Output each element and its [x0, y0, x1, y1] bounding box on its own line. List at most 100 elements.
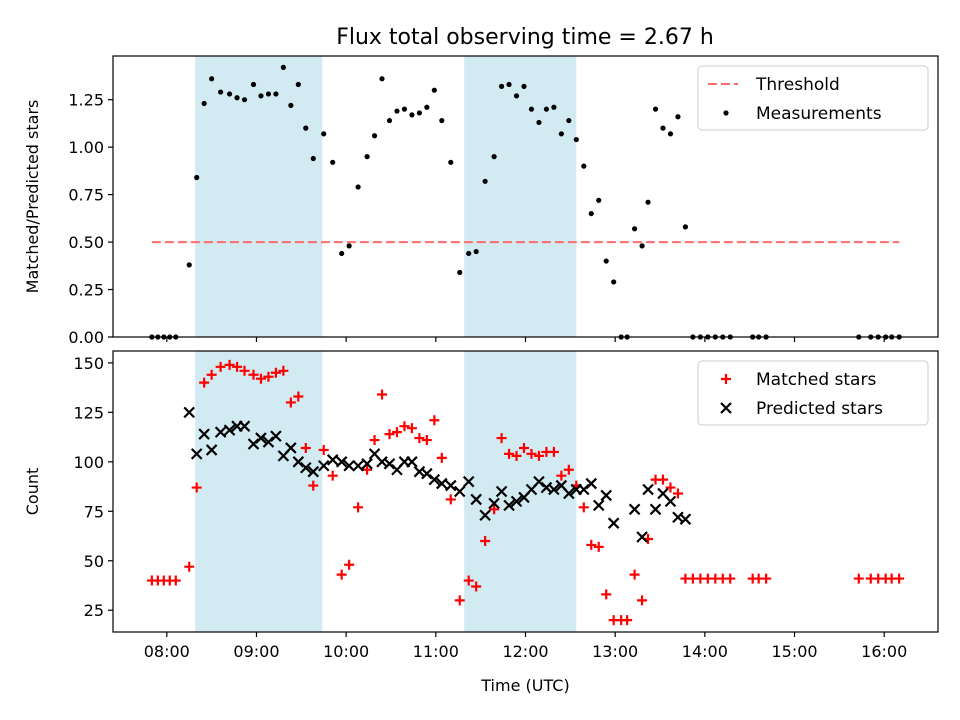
data-point [232, 361, 243, 372]
y-tick-label: 100 [73, 453, 104, 472]
data-point [209, 76, 215, 82]
data-point [636, 531, 648, 543]
observing-window-band [464, 351, 577, 632]
data-point [384, 429, 395, 440]
data-point [548, 483, 560, 496]
data-point [224, 359, 235, 370]
data-point [199, 377, 210, 388]
data-point [622, 615, 633, 626]
y-tick-label: 0.25 [68, 281, 104, 300]
data-point [563, 487, 575, 500]
data-point [273, 91, 279, 97]
data-point [637, 595, 648, 606]
data-point [607, 517, 620, 529]
data-point [386, 117, 393, 124]
legend: Matched stars Predicted stars [697, 360, 929, 426]
y-tick-label: 75 [84, 502, 104, 521]
data-point [482, 178, 488, 184]
data-point [548, 446, 559, 457]
data-point [186, 262, 192, 268]
data-point [285, 397, 296, 408]
data-point [377, 389, 388, 400]
y-tick-label: 1.00 [68, 138, 104, 157]
data-point [326, 454, 339, 466]
data-point [278, 365, 289, 376]
data-point [369, 435, 380, 446]
data-point [206, 369, 217, 380]
data-point [448, 159, 454, 165]
legend-box [697, 65, 929, 131]
y-tick-label: 150 [73, 354, 104, 373]
data-point [491, 154, 497, 160]
data-point [593, 541, 604, 552]
legend-label: Measurements [756, 104, 882, 124]
data-point [667, 131, 674, 137]
data-point [436, 477, 448, 490]
data-point [205, 444, 218, 456]
data-point [596, 197, 602, 203]
data-point [536, 119, 542, 126]
data-point [362, 464, 373, 475]
legend-marker [720, 402, 732, 414]
x-tick-label: 16:00 [861, 642, 907, 661]
data-point [339, 250, 345, 257]
data-point [519, 442, 530, 453]
data-point [355, 184, 361, 190]
data-point [463, 575, 474, 586]
data-point [652, 106, 659, 112]
data-point [498, 83, 505, 89]
data-point [399, 421, 410, 432]
ratio-panel: 0.00 0.25 0.50 0.75 1.00 1.25 Matched/Predicte… [23, 55, 939, 347]
observing-window-band [464, 56, 577, 337]
data-point [310, 155, 316, 162]
data-point [894, 573, 905, 584]
data-point [406, 423, 417, 434]
data-point [454, 595, 465, 606]
data-point [665, 482, 676, 493]
data-point [335, 456, 348, 468]
data-point [318, 444, 329, 455]
legend-box [697, 360, 929, 426]
data-point [371, 133, 378, 139]
data-point [270, 367, 281, 378]
data-point [226, 91, 233, 97]
data-point [496, 433, 507, 444]
data-point [194, 174, 200, 181]
data-point [664, 495, 677, 508]
data-point [263, 371, 274, 382]
data-point [521, 83, 527, 89]
data-point [300, 442, 311, 453]
data-point [250, 81, 257, 88]
data-point [445, 494, 456, 505]
data-point [223, 424, 236, 436]
data-point [255, 432, 267, 444]
data-point [573, 136, 579, 143]
data-point [218, 89, 224, 95]
data-point [479, 509, 491, 522]
data-point [321, 131, 327, 137]
data-point [511, 450, 522, 461]
data-point [336, 569, 347, 580]
data-point [649, 503, 662, 516]
data-point [307, 465, 320, 478]
series-matched-stars [146, 359, 905, 626]
y-tick-label: 0.00 [68, 328, 104, 347]
data-point [495, 485, 508, 498]
data-point [201, 100, 207, 107]
data-point [588, 210, 594, 217]
data-point [214, 426, 227, 438]
data-point [645, 199, 651, 205]
data-point [303, 125, 309, 131]
data-point [566, 117, 572, 124]
data-point [543, 106, 550, 112]
data-point [239, 365, 250, 376]
x-tick-label: 09:00 [233, 642, 279, 661]
y-tick-label: 0.75 [68, 186, 104, 205]
y-tick-label: 125 [73, 403, 104, 422]
data-point [585, 477, 598, 490]
data-point [586, 539, 597, 550]
data-point [330, 159, 336, 165]
data-point [592, 499, 605, 512]
data-point [444, 479, 457, 492]
